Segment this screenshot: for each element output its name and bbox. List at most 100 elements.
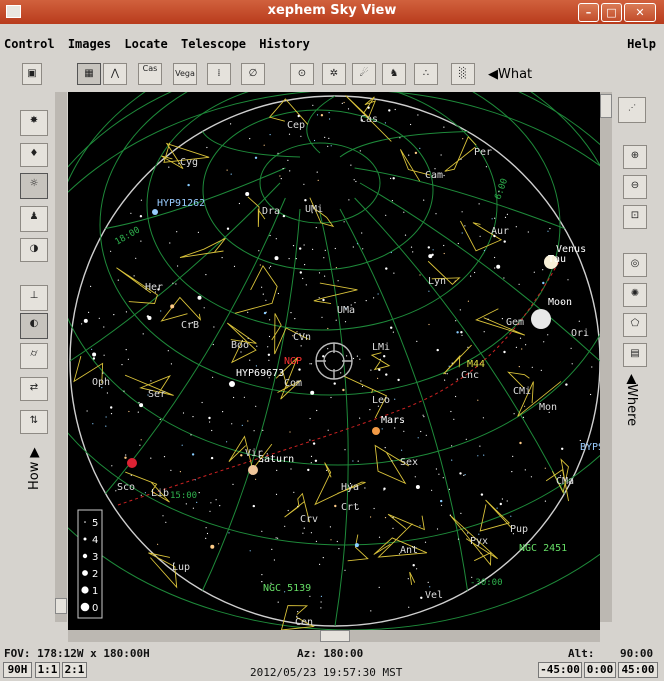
nebula-filter-icon[interactable]: ░	[451, 63, 475, 85]
star	[384, 122, 386, 124]
star	[198, 492, 200, 494]
star	[262, 429, 264, 431]
star	[571, 363, 573, 365]
star	[123, 390, 125, 392]
telescope-marker-icon[interactable]: ⋰	[618, 97, 646, 123]
right-scrollbar[interactable]	[600, 92, 612, 622]
maximize-button[interactable]: □	[601, 3, 622, 22]
constellation-names-icon[interactable]: Cas	[138, 63, 162, 85]
star	[327, 327, 329, 330]
magnitude-labels-icon[interactable]: ⁞	[207, 63, 231, 85]
contrast-icon[interactable]: ◑	[20, 238, 48, 262]
star	[403, 211, 405, 213]
menu-control[interactable]: Control	[4, 37, 55, 51]
print-icon[interactable]: ▣	[22, 63, 42, 85]
star	[130, 474, 132, 476]
lamp-icon[interactable]: ☼	[20, 173, 48, 199]
star	[435, 468, 437, 470]
star-cluster-filter-icon[interactable]: ∴	[414, 63, 438, 85]
star	[255, 405, 257, 407]
menu-help[interactable]: Help	[627, 37, 656, 51]
star	[275, 493, 278, 495]
sky-label-mars: Mars	[381, 415, 405, 426]
menu-locate[interactable]: Locate	[124, 37, 168, 51]
star	[280, 178, 282, 180]
dim-stars-icon[interactable]: ♦	[20, 143, 48, 167]
field-stars-icon[interactable]: ⬠	[623, 313, 647, 337]
star	[391, 200, 393, 202]
zoom-in-icon[interactable]: ⊕	[623, 145, 647, 169]
star	[277, 152, 279, 154]
star	[169, 242, 171, 244]
flip-vertical-icon[interactable]: ⇅	[20, 410, 48, 434]
star	[314, 459, 318, 462]
cylinder-projection-icon[interactable]: ⌭	[20, 343, 48, 369]
right-scrollbar-thumb[interactable]	[600, 94, 612, 118]
how-toggle[interactable]: How ▶	[27, 447, 42, 490]
star	[258, 250, 260, 252]
sky-chart[interactable]: 18:00 6:00 15:00 -30:00 Cas Cep Cyg Per Cam HYP9…	[68, 92, 600, 630]
star	[384, 447, 386, 449]
star	[268, 377, 270, 379]
menu-images[interactable]: Images	[67, 37, 112, 51]
minimize-button[interactable]: –	[578, 3, 599, 22]
scale-1-1-button[interactable]: 1:1	[35, 662, 60, 678]
star-names-icon[interactable]: Vega	[173, 63, 197, 85]
star	[255, 365, 257, 367]
constellation-figure	[280, 605, 315, 630]
star	[110, 413, 113, 415]
star	[334, 504, 337, 508]
sphere-projection-icon[interactable]: ◐	[20, 313, 48, 339]
bright-stars-icon[interactable]: ✸	[20, 110, 48, 136]
star	[350, 304, 352, 306]
star	[565, 383, 568, 386]
horizon-icon[interactable]: ♟	[20, 206, 48, 232]
star	[510, 515, 512, 517]
left-scrollbar[interactable]	[55, 92, 67, 622]
star	[299, 271, 302, 274]
star	[287, 159, 289, 161]
what-toggle[interactable]: ◀What	[488, 67, 533, 82]
star	[453, 418, 455, 420]
alt-minus45-button[interactable]: -45:00	[538, 662, 582, 678]
constellation-figure	[345, 95, 392, 142]
sun-filter-icon[interactable]: ⊙	[290, 63, 314, 85]
comet-filter-icon[interactable]: ☄	[352, 63, 376, 85]
sky-view-canvas[interactable]: 18:00 6:00 15:00 -30:00 Cas Cep Cyg Per Cam HYP9…	[68, 92, 600, 630]
zoom-reset-icon[interactable]: ⊡	[623, 205, 647, 229]
fov-90h-button[interactable]: 90H	[3, 662, 32, 678]
solar-system-objects[interactable]	[127, 209, 558, 475]
menu-history[interactable]: History	[259, 37, 310, 51]
image-overlay-icon[interactable]: ▤	[623, 343, 647, 367]
close-button[interactable]: ✕	[624, 3, 656, 22]
flip-horizontal-icon[interactable]: ⇄	[20, 377, 48, 401]
sky-label-sex: Sex	[400, 457, 418, 468]
where-toggle[interactable]: ◀Where	[624, 374, 639, 427]
galaxy-filter-icon[interactable]: ♞	[382, 63, 406, 85]
sky-label-lib: Lib	[151, 488, 169, 499]
bottom-scrollbar-thumb[interactable]	[320, 630, 350, 642]
ecliptic-icon[interactable]: ∅	[241, 63, 265, 85]
deep-sky-filter-icon[interactable]: ✲	[322, 63, 346, 85]
grid-toggle-icon[interactable]: ▦	[77, 63, 101, 85]
trail-icon[interactable]: ✺	[623, 283, 647, 307]
left-scrollbar-thumb[interactable]	[55, 598, 67, 614]
menu-telescope[interactable]: Telescope	[181, 37, 247, 51]
alt-0-button[interactable]: 0:00	[584, 662, 616, 678]
alt-45-button[interactable]: 45:00	[618, 662, 658, 678]
bottom-scrollbar[interactable]	[68, 630, 600, 642]
star	[271, 548, 273, 551]
star	[83, 318, 88, 323]
star	[105, 425, 107, 427]
star	[311, 212, 313, 214]
star	[352, 246, 354, 248]
track-icon[interactable]: ◎	[623, 253, 647, 277]
axes-icon[interactable]: ⊥	[20, 285, 48, 311]
constellation-figures-icon[interactable]: ⋀	[103, 63, 127, 85]
star	[483, 249, 485, 252]
sky-label-hyp91262: HYP91262	[157, 198, 205, 209]
scale-2-1-button[interactable]: 2:1	[62, 662, 87, 678]
window-menu-icon[interactable]	[6, 5, 21, 18]
star	[125, 454, 127, 456]
zoom-out-icon[interactable]: ⊖	[623, 175, 647, 199]
